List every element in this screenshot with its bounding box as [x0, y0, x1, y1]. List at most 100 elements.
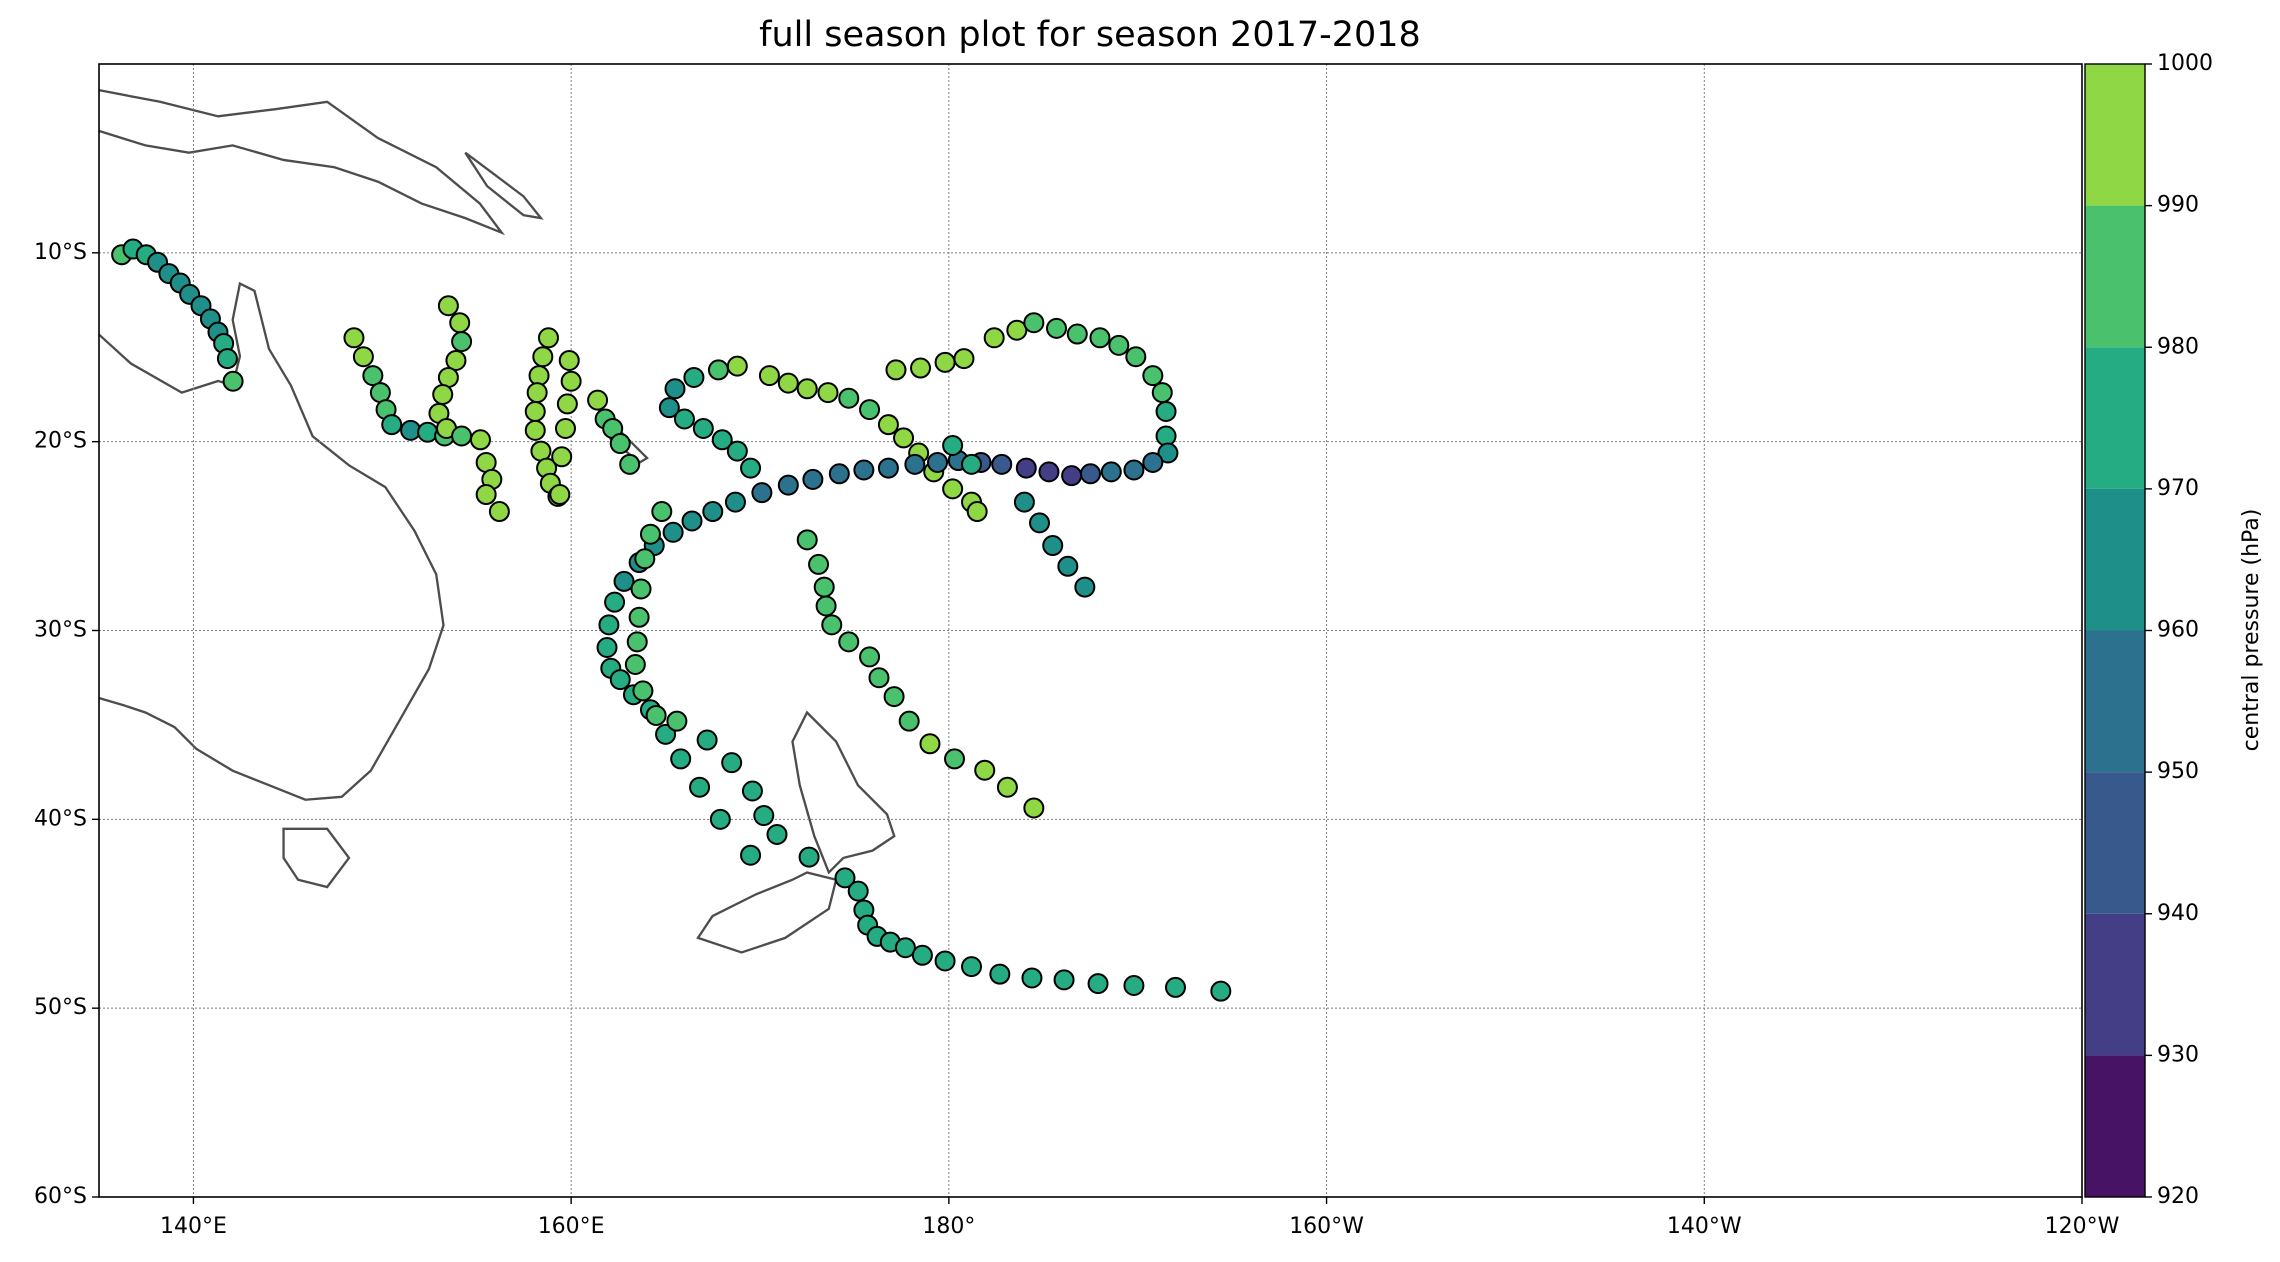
track-point [1123, 459, 1145, 481]
track-point [1151, 382, 1173, 404]
colorbar-tick-label: 990 [2157, 193, 2199, 218]
track-point [634, 548, 656, 570]
colorbar-segment [2085, 1055, 2145, 1197]
track-point [961, 453, 983, 475]
colorbar-tick-label: 970 [2157, 476, 2199, 501]
track-point [551, 446, 573, 468]
track-point [528, 365, 550, 387]
track-point [598, 614, 620, 636]
track-point [883, 686, 905, 708]
colorbar-tick-label: 1000 [2157, 51, 2213, 76]
track-point [802, 468, 824, 490]
track-point [1157, 442, 1179, 464]
track-point [702, 501, 724, 523]
track-point [919, 733, 941, 755]
track-point [639, 523, 661, 545]
track-point [666, 710, 688, 732]
marks [111, 238, 1232, 1002]
track-point [1142, 451, 1164, 473]
track-point [1089, 327, 1111, 349]
track-point [400, 419, 422, 441]
track-point [689, 776, 711, 798]
track-point [815, 595, 837, 617]
track-point [1080, 463, 1101, 485]
track-point [847, 880, 869, 902]
track-point [934, 351, 956, 373]
track-point [741, 780, 763, 802]
colorbar-tick-label: 960 [2157, 618, 2199, 643]
x-tick-label: 160°E [538, 1214, 605, 1239]
track-point [526, 382, 548, 404]
y-tick-label: 40°S [34, 806, 87, 831]
track-point [596, 636, 618, 658]
grid [99, 64, 2083, 1198]
track-point [1057, 555, 1079, 577]
track-point [664, 378, 686, 400]
coast-nz-south [696, 871, 838, 954]
colorbar-segment [2085, 64, 2145, 206]
x-tick-label: 180° [922, 1214, 975, 1239]
track-point [619, 453, 641, 475]
track-point [828, 463, 850, 485]
track-point [558, 349, 580, 371]
track-point [910, 357, 932, 379]
track-point [681, 510, 703, 532]
track-point [877, 414, 899, 436]
coast-tasmania [282, 827, 351, 889]
track-point [983, 327, 1005, 349]
x-tick-label: 160°W [1289, 1214, 1364, 1239]
track-point [451, 331, 473, 353]
chart-title: full season plot for season 2017-2018 [759, 15, 1421, 55]
track-point [673, 408, 695, 430]
track-point [904, 453, 926, 475]
track-point [989, 963, 1011, 985]
track-point [777, 474, 799, 496]
track-point [1066, 323, 1088, 345]
track-point [1046, 317, 1068, 339]
track-point [1155, 425, 1177, 447]
track-point [885, 359, 907, 381]
track-point [524, 400, 546, 422]
track-point [1023, 312, 1045, 334]
track-point [683, 366, 705, 388]
coast-png [98, 89, 506, 236]
track-point [813, 576, 835, 598]
track-point [1042, 535, 1064, 557]
track-point [587, 389, 609, 411]
track-point [726, 355, 748, 377]
track-point [740, 844, 762, 866]
track-point [838, 387, 860, 409]
track-point [927, 451, 949, 473]
track-point [726, 440, 748, 462]
track-point [437, 295, 459, 317]
track-point [808, 553, 830, 575]
track-point [696, 729, 718, 751]
colorbar-tick-label: 930 [2157, 1042, 2199, 1067]
y-tick-label: 30°S [34, 618, 87, 643]
track-point [753, 805, 775, 827]
track-point [632, 680, 654, 702]
track-point [604, 591, 626, 613]
colorbar-segment [2085, 630, 2145, 773]
track-point [532, 346, 554, 368]
track-point [1155, 400, 1177, 422]
track-point [381, 414, 403, 436]
coast-nz-north [791, 710, 896, 875]
track-point [475, 484, 497, 506]
track-point [554, 417, 576, 439]
track-point [417, 421, 439, 443]
track-point [352, 346, 374, 368]
colorbar-tick-label: 950 [2157, 759, 2199, 784]
track-point [1142, 365, 1164, 387]
y-tick-label: 50°S [34, 995, 87, 1020]
track-point [911, 944, 933, 966]
track-point [655, 723, 677, 745]
colorbar-segment [2085, 913, 2145, 1056]
track-point [996, 776, 1018, 798]
track-point [1100, 461, 1122, 483]
track-point [758, 365, 780, 387]
colorbar: 920 930 940 950 960 970 980 990 1000 [2084, 51, 2213, 1209]
track-point [626, 631, 648, 653]
x-tick-label: 140°W [1667, 1214, 1742, 1239]
